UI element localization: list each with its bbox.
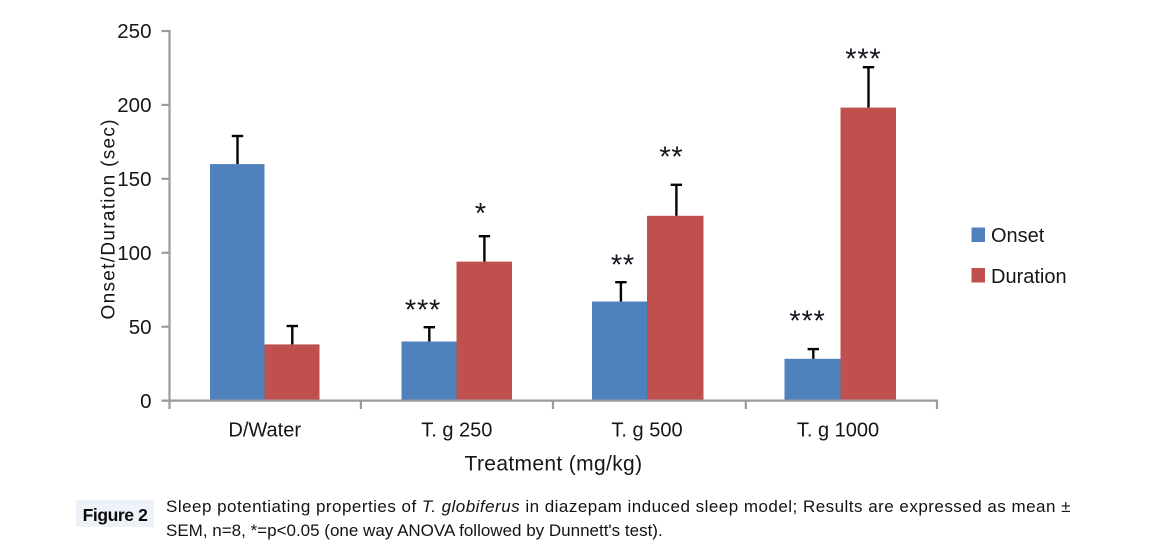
svg-text:T. g 1000: T. g 1000 bbox=[797, 419, 879, 441]
svg-text:Treatment (mg/kg): Treatment (mg/kg) bbox=[465, 452, 643, 475]
svg-text:200: 200 bbox=[117, 94, 151, 117]
svg-text:***: *** bbox=[405, 295, 441, 327]
svg-text:Onset: Onset bbox=[991, 225, 1045, 247]
svg-text:***: *** bbox=[789, 305, 825, 337]
svg-text:***: *** bbox=[845, 44, 881, 76]
svg-text:**: ** bbox=[611, 249, 635, 281]
svg-text:250: 250 bbox=[117, 20, 151, 43]
svg-text:T. g 250: T. g 250 bbox=[421, 419, 492, 441]
svg-text:**: ** bbox=[659, 141, 683, 173]
svg-text:Duration: Duration bbox=[991, 266, 1067, 288]
svg-text:T. g 500: T. g 500 bbox=[611, 419, 682, 441]
svg-text:100: 100 bbox=[117, 242, 151, 265]
svg-text:150: 150 bbox=[117, 168, 151, 191]
svg-text:D/Water: D/Water bbox=[228, 419, 301, 441]
svg-text:*: * bbox=[475, 198, 487, 230]
svg-text:50: 50 bbox=[129, 316, 152, 339]
svg-text:Onset/Duration (sec): Onset/Duration (sec) bbox=[99, 118, 120, 319]
svg-text:0: 0 bbox=[140, 390, 151, 413]
